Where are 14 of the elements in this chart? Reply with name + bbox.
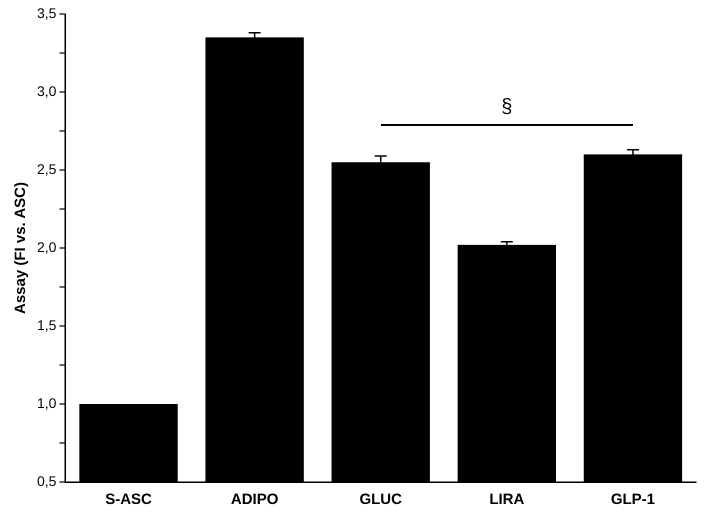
y-tick-label: 3,5: [36, 4, 57, 21]
y-tick-label: 1,0: [36, 394, 57, 411]
x-tick-label: GLP-1: [610, 491, 656, 508]
y-tick-label: 2,5: [36, 160, 57, 177]
y-tick-label: 1,5: [36, 316, 57, 333]
x-tick-label: LIRA: [489, 491, 524, 508]
y-axis-title: Assay (FI vs. ASC): [12, 182, 30, 314]
annotation: §: [501, 95, 512, 118]
y-tick-label: 0,5: [36, 472, 57, 489]
y-tick-label: 3,0: [36, 82, 57, 99]
x-tick-label: ADIPO: [230, 491, 279, 508]
x-tick-label: GLUC: [359, 491, 402, 508]
y-tick-label: 2,0: [36, 238, 57, 255]
x-tick-label: S-ASC: [105, 491, 152, 508]
